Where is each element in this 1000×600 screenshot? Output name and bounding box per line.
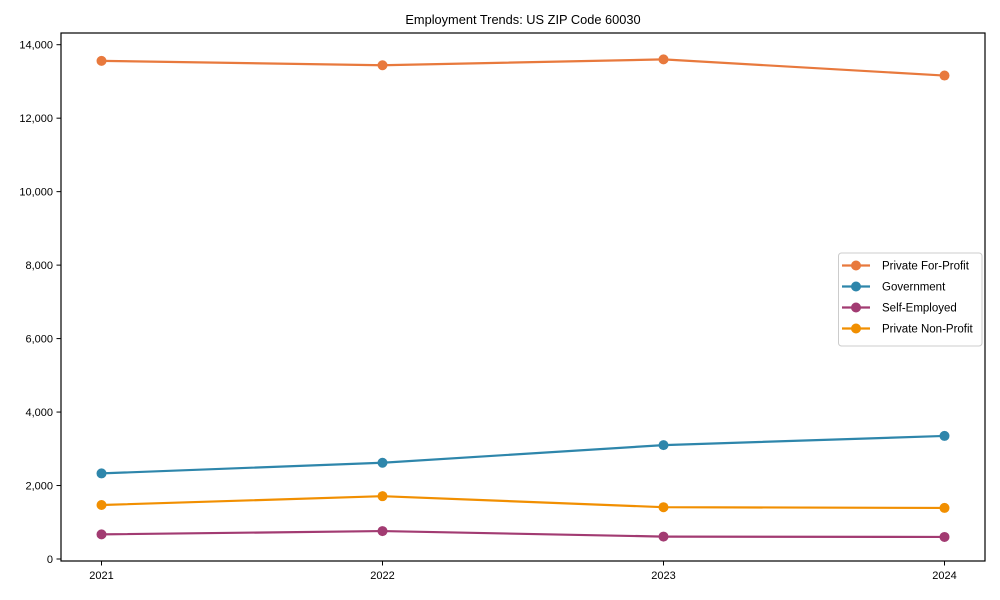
y-tick-label: 4,000: [25, 407, 53, 419]
data-point-self-employed-2024: [939, 531, 950, 542]
data-point-self-employed-2022: [377, 526, 388, 537]
x-tick-label: 2023: [651, 570, 675, 582]
legend: Private For-Profit Government Self-Employe…: [838, 252, 983, 347]
data-point-private-non-profit-2021: [96, 499, 107, 510]
chart-title: Employment Trends: US ZIP Code 60030: [405, 12, 640, 27]
y-tick-label: 2,000: [25, 481, 53, 493]
legend-item-private-for-profit: Private For-Profit: [842, 260, 970, 273]
data-point-private-non-profit-2024: [939, 502, 950, 513]
x-tick-label: 2024: [932, 570, 956, 582]
series-line-self-employed: [101, 529, 945, 539]
data-point-private-for-profit-2024: [939, 70, 950, 81]
legend-item-self-employed: Self-Employed: [842, 302, 957, 315]
legend-label-government: Government: [882, 282, 946, 294]
data-point-government-2024: [939, 430, 950, 441]
legend-label-private-for-profit: Private For-Profit: [882, 261, 970, 273]
plot-area: 0 2,000 4,000 6,000 8,000 10,000 12,000 14,000 2…: [19, 32, 986, 582]
data-point-self-employed-2021: [96, 529, 107, 540]
data-point-private-non-profit-2023: [658, 502, 669, 513]
legend-item-private-non-profit: Private Non-Profit: [842, 323, 974, 336]
data-point-private-for-profit-2021: [96, 55, 107, 66]
data-point-private-for-profit-2022: [377, 60, 388, 71]
y-tick-label: 14,000: [19, 40, 53, 52]
data-point-self-employed-2023: [658, 531, 669, 542]
y-tick-label: 8,000: [25, 260, 53, 272]
series-line-private-non-profit: [101, 495, 945, 510]
series-line-private-for-profit: [101, 58, 945, 77]
data-point-government-2021: [96, 468, 107, 479]
legend-swatch-marker-private-for-profit: [851, 260, 861, 271]
y-tick-label: 12,000: [19, 113, 53, 125]
y-tick-label: 10,000: [19, 187, 53, 199]
data-point-government-2022: [377, 457, 388, 468]
data-point-government-2023: [658, 440, 669, 451]
y-tick-label: 0: [47, 554, 53, 566]
x-tick-label: 2021: [89, 570, 113, 582]
y-tick-label: 6,000: [25, 334, 53, 346]
x-tick-label: 2022: [370, 570, 394, 582]
series-line-government: [101, 434, 945, 475]
axes-spines: [60, 32, 986, 562]
legend-swatch-marker-private-non-profit: [851, 323, 861, 334]
data-point-private-non-profit-2022: [377, 491, 388, 502]
legend-box: [838, 252, 983, 347]
legend-label-self-employed: Self-Employed: [882, 303, 957, 315]
legend-swatch-marker-government: [851, 281, 861, 292]
data-point-private-for-profit-2023: [658, 54, 669, 65]
legend-label-private-non-profit: Private Non-Profit: [882, 324, 974, 336]
legend-item-government: Government: [842, 281, 946, 294]
legend-swatch-marker-self-employed: [851, 302, 861, 313]
